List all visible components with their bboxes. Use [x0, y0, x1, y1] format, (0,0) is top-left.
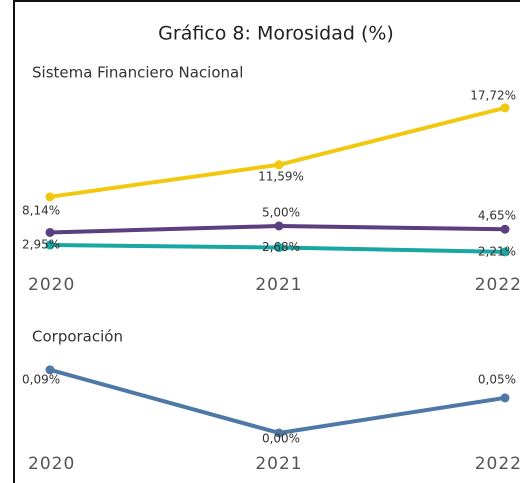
x-tick-label: 2021 — [255, 275, 302, 295]
point — [274, 160, 284, 170]
x-tick-label: 2020 — [28, 275, 75, 295]
x-tick-label: 2021 — [255, 454, 302, 474]
value-label: 2,95% — [22, 238, 60, 252]
subtitle: Sistema Financiero Nacional — [32, 64, 243, 82]
subtitle: Corporación — [32, 328, 123, 346]
point — [45, 227, 55, 237]
value-label: 2,21% — [478, 244, 516, 258]
point — [500, 247, 510, 257]
x-tick-label: 2022 — [475, 454, 520, 474]
value-label: 5,00% — [262, 205, 300, 219]
point — [45, 192, 55, 202]
value-label: 0,05% — [478, 372, 516, 386]
point — [500, 393, 510, 403]
point — [274, 221, 284, 231]
point — [45, 365, 55, 375]
point — [500, 224, 510, 234]
series-line — [49, 367, 506, 435]
x-tick-label: 2020 — [28, 454, 75, 474]
point — [274, 243, 284, 253]
value-label: 17,72% — [470, 88, 516, 102]
value-label: 2,68% — [262, 240, 300, 254]
point — [45, 240, 55, 250]
value-label: 4,65% — [478, 209, 516, 223]
point — [274, 428, 284, 438]
chart-title: Gráfico 8: Morosidad (%) — [158, 23, 394, 45]
value-label: 0,00% — [262, 431, 300, 445]
point — [500, 103, 510, 113]
x-tick-label: 2022 — [475, 275, 520, 295]
value-label: 0,09% — [22, 372, 60, 386]
value-label: 11,59% — [258, 169, 304, 183]
series-line — [49, 105, 506, 199]
value-label: 8,14% — [22, 203, 60, 217]
